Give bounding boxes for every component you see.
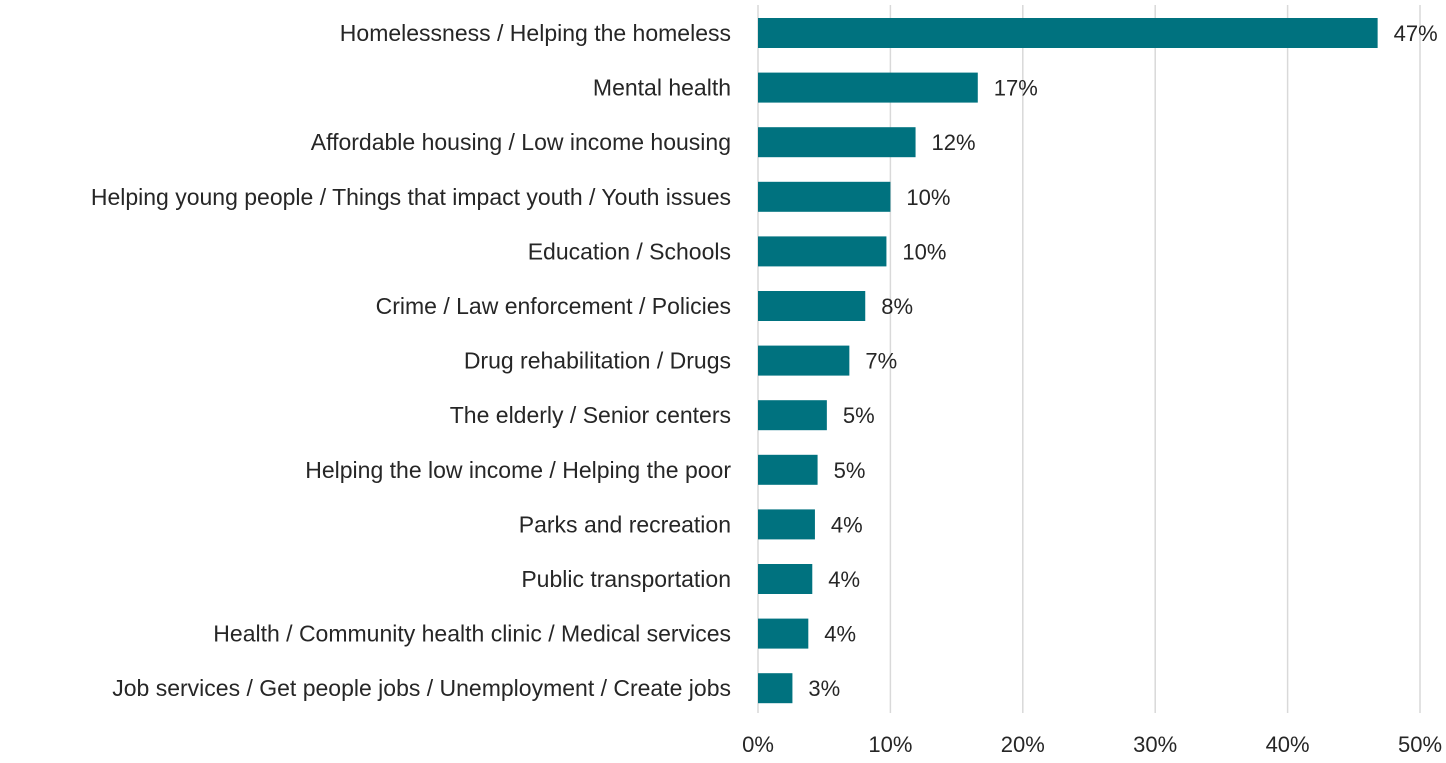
value-label: 4% xyxy=(828,567,860,592)
value-label: 47% xyxy=(1394,21,1438,46)
bar xyxy=(758,236,887,267)
value-label: 3% xyxy=(808,676,840,701)
value-label: 4% xyxy=(824,622,856,647)
x-axis-tick-labels: 0% 10% 20% 30% 40% 50% xyxy=(742,732,1442,757)
bar xyxy=(758,291,866,321)
bar xyxy=(758,127,916,158)
bars xyxy=(758,18,1378,704)
category-label: Education / Schools xyxy=(528,238,731,264)
x-tick-label: 10% xyxy=(868,732,912,757)
x-tick-label: 0% xyxy=(742,732,774,757)
category-label: Helping the low income / Helping the poo… xyxy=(305,457,731,483)
category-labels: Homelessness / Helping the homeless Menta… xyxy=(91,20,732,701)
bar xyxy=(758,673,793,704)
value-label: 12% xyxy=(932,130,976,155)
value-label: 17% xyxy=(994,76,1038,101)
value-label: 10% xyxy=(906,185,950,210)
value-label: 8% xyxy=(881,294,913,319)
bar xyxy=(758,18,1378,48)
category-label: The elderly / Senior centers xyxy=(450,402,731,428)
category-label: Public transportation xyxy=(521,566,731,592)
category-label: Job services / Get people jobs / Unemplo… xyxy=(112,675,731,701)
category-label: Drug rehabilitation / Drugs xyxy=(464,348,731,374)
value-label: 5% xyxy=(843,403,875,428)
value-label: 4% xyxy=(831,512,863,537)
x-tick-label: 20% xyxy=(1001,732,1045,757)
value-label: 7% xyxy=(865,349,897,374)
category-label: Mental health xyxy=(593,75,731,101)
x-tick-label: 40% xyxy=(1266,732,1310,757)
bar xyxy=(758,181,891,212)
bar xyxy=(758,400,827,431)
category-label: Homelessness / Helping the homeless xyxy=(340,20,731,46)
category-label: Parks and recreation xyxy=(519,511,731,537)
bar xyxy=(758,618,809,649)
category-label: Crime / Law enforcement / Policies xyxy=(376,293,731,319)
bar xyxy=(758,564,813,594)
category-label: Health / Community health clinic / Medic… xyxy=(213,621,731,647)
value-label: 10% xyxy=(902,239,946,264)
category-label: Helping young people / Things that impac… xyxy=(91,184,731,210)
bar xyxy=(758,345,850,376)
value-labels: 47% 17% 12% 10% 10% 8% 7% 5% 5% 4% 4% 4% 3% xyxy=(808,21,1437,701)
gridlines xyxy=(757,5,1421,713)
category-label: Affordable housing / Low income housing xyxy=(311,129,731,155)
value-label: 5% xyxy=(834,458,866,483)
bar xyxy=(758,72,978,103)
x-tick-label: 30% xyxy=(1133,732,1177,757)
bar xyxy=(758,454,818,485)
bar xyxy=(758,509,815,540)
x-tick-label: 50% xyxy=(1398,732,1442,757)
